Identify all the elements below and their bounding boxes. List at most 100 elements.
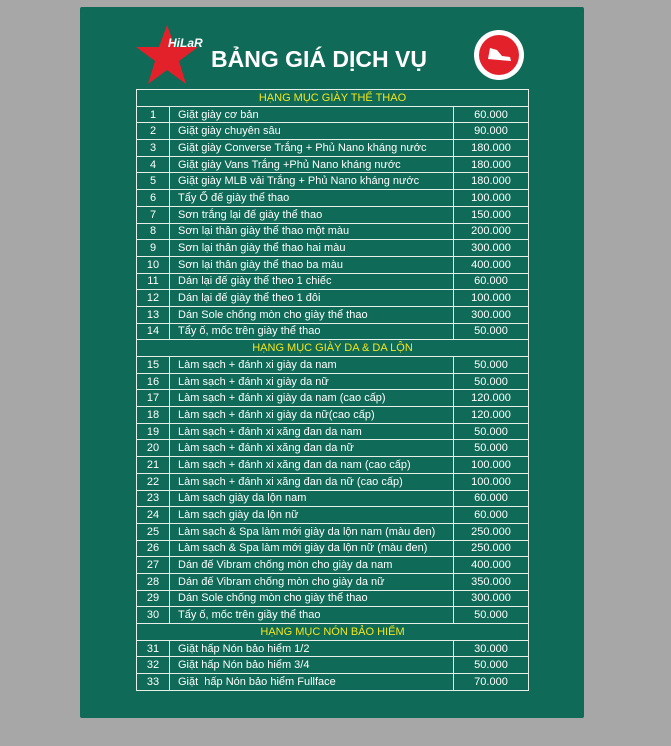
row-number: 17 bbox=[136, 389, 170, 408]
row-number: 5 bbox=[136, 172, 170, 191]
service-price: 100.000 bbox=[453, 189, 529, 207]
service-price: 50.000 bbox=[453, 322, 529, 341]
row-number: 10 bbox=[136, 255, 170, 274]
service-row: 11 Dán lại đế giày thể theo 1 chiếc 60.000 bbox=[136, 272, 529, 291]
row-number: 2 bbox=[136, 122, 170, 141]
row-number: 20 bbox=[136, 439, 170, 458]
logo-text: HiLaR bbox=[168, 36, 203, 50]
service-row: 10 Sơn lại thân giày thể thao ba màu 400.0… bbox=[136, 255, 529, 274]
service-price: 60.000 bbox=[453, 105, 529, 124]
star bbox=[136, 25, 198, 84]
row-number: 13 bbox=[136, 305, 170, 324]
row-number: 33 bbox=[136, 673, 170, 691]
service-row: 3 Giặt giày Converse Trắng + Phủ Nano khá… bbox=[136, 139, 529, 157]
service-name: Giặt giày Vans Trắng +Phủ Nano kháng nướ… bbox=[169, 155, 454, 174]
service-row: 28 Dán đế Vibram chống mòn cho giày da nữ… bbox=[136, 572, 529, 591]
service-name: Làm sạch + đánh xi xăng đan da nam (cao … bbox=[169, 456, 454, 474]
service-row: 22 Làm sạch + đánh xi xăng đan da nữ (cao… bbox=[136, 472, 529, 491]
service-name: Làm sạch giày da lộn nữ bbox=[169, 506, 454, 524]
service-row: 23 Làm sạch giày da lộn nam 60.000 bbox=[136, 489, 529, 508]
service-row: 7 Sơn trắng lại đế giày thể thao 150.000 bbox=[136, 205, 529, 224]
service-price: 180.000 bbox=[453, 139, 529, 157]
service-row: 14 Tẩy ố, mốc trên giày thể thao 50.000 bbox=[136, 322, 529, 341]
service-row: 26 Làm sạch & Spa làm mới giày da lộn nữ … bbox=[136, 539, 529, 558]
service-price: 50.000 bbox=[453, 422, 529, 441]
service-row: 13 Dán Sole chống mòn cho giày thể thao 30… bbox=[136, 305, 529, 324]
row-number: 1 bbox=[136, 105, 170, 124]
row-number: 30 bbox=[136, 606, 170, 624]
row-number: 7 bbox=[136, 205, 170, 224]
service-price: 60.000 bbox=[453, 272, 529, 291]
service-name: Tẩy ố, mốc trên giầy thể thao bbox=[169, 606, 454, 624]
service-row: 25 Làm sạch & Spa làm mới giày da lộn nam… bbox=[136, 522, 529, 541]
service-price: 50.000 bbox=[453, 356, 529, 374]
service-row: 16 Làm sạch + đánh xi giày da nữ 50.000 bbox=[136, 372, 529, 391]
service-name: Giặt hấp Nón bảo hiểm Fullface bbox=[169, 673, 454, 691]
row-number: 18 bbox=[136, 406, 170, 424]
service-name: Làm sạch & Spa làm mới giày da lộn nữ (m… bbox=[169, 539, 454, 558]
service-price: 400.000 bbox=[453, 255, 529, 274]
service-row: 24 Làm sạch giày da lộn nữ 60.000 bbox=[136, 506, 529, 524]
service-row: 20 Làm sạch + đánh xi xăng đan da nữ 50.00… bbox=[136, 439, 529, 458]
service-row: 32 Giặt hấp Nón bảo hiểm 3/4 50.000 bbox=[136, 656, 529, 675]
row-number: 26 bbox=[136, 539, 170, 558]
row-number: 27 bbox=[136, 556, 170, 574]
badge bbox=[474, 30, 524, 80]
service-price: 300.000 bbox=[453, 589, 529, 608]
service-price: 100.000 bbox=[453, 289, 529, 307]
service-row: 15 Làm sạch + đánh xi giày da nam 50.000 bbox=[136, 356, 529, 374]
row-number: 12 bbox=[136, 289, 170, 307]
service-price: 250.000 bbox=[453, 539, 529, 558]
service-name: Dán lại đế giày thể theo 1 chiếc bbox=[169, 272, 454, 291]
section-row: HẠNG MỤC GIÀY THỂ THAO bbox=[136, 89, 529, 107]
service-name: Dán lại đế giày thể theo 1 đôi bbox=[169, 289, 454, 307]
shoe-icon bbox=[488, 48, 511, 61]
service-price: 100.000 bbox=[453, 456, 529, 474]
service-price: 180.000 bbox=[453, 155, 529, 174]
service-price: 50.000 bbox=[453, 656, 529, 675]
service-price: 50.000 bbox=[453, 606, 529, 624]
service-name: Làm sạch giày da lộn nam bbox=[169, 489, 454, 508]
table-body: HẠNG MỤC GIÀY THỂ THAO 1 Giặt giày cơ bản 6… bbox=[136, 89, 529, 691]
row-number: 28 bbox=[136, 572, 170, 591]
service-row: 4 Giặt giày Vans Trắng +Phủ Nano kháng nư… bbox=[136, 155, 529, 174]
service-price: 30.000 bbox=[453, 639, 529, 658]
service-name: Giặt giày MLB vải Trắng + Phủ Nano kháng… bbox=[169, 172, 454, 191]
service-price: 50.000 bbox=[453, 439, 529, 458]
service-price: 60.000 bbox=[453, 506, 529, 524]
service-price: 180.000 bbox=[453, 172, 529, 191]
service-row: 19 Làm sạch + đánh xi xăng đan da nam 50.0… bbox=[136, 422, 529, 441]
service-price: 200.000 bbox=[453, 222, 529, 241]
service-row: 29 Dán Sole chống mòn cho giày thể thao 30… bbox=[136, 589, 529, 608]
service-name: Giặt hấp Nón bảo hiểm 3/4 bbox=[169, 656, 454, 675]
service-name: Dán đế Vibram chống mòn cho giày da nam bbox=[169, 556, 454, 574]
service-row: 8 Sơn lại thân giày thể thao một màu 200.0… bbox=[136, 222, 529, 241]
service-row: 6 Tẩy Ố đế giày thể thao 100.000 bbox=[136, 189, 529, 207]
price-table: HẠNG MỤC GIÀY THỂ THAO 1 Giặt giày cơ bản 6… bbox=[136, 89, 529, 691]
service-price: 70.000 bbox=[453, 673, 529, 691]
service-price: 120.000 bbox=[453, 406, 529, 424]
service-price: 300.000 bbox=[453, 305, 529, 324]
row-number: 31 bbox=[136, 639, 170, 658]
row-number: 25 bbox=[136, 522, 170, 541]
service-name: Giặt giày chuyên sâu bbox=[169, 122, 454, 141]
service-name: Sơn lại thân giày thể thao ba màu bbox=[169, 255, 454, 274]
service-row: 1 Giặt giày cơ bản 60.000 bbox=[136, 105, 529, 124]
row-number: 24 bbox=[136, 506, 170, 524]
service-row: 2 Giặt giày chuyên sâu 90.000 bbox=[136, 122, 529, 141]
service-name: Giặt hấp Nón bảo hiểm 1/2 bbox=[169, 639, 454, 658]
service-name: Làm sạch + đánh xi giày da nam (cao cấp) bbox=[169, 389, 454, 408]
service-name: Sơn trắng lại đế giày thể thao bbox=[169, 205, 454, 224]
service-name: Làm sạch + đánh xi giày da nam bbox=[169, 356, 454, 374]
service-name: Sơn lại thân giày thể thao một màu bbox=[169, 222, 454, 241]
service-price: 400.000 bbox=[453, 556, 529, 574]
service-name: Làm sạch + đánh xi xăng đan da nữ (cao c… bbox=[169, 472, 454, 491]
service-name: Giặt giày cơ bản bbox=[169, 105, 454, 124]
service-name: Giặt giày Converse Trắng + Phủ Nano khán… bbox=[169, 139, 454, 157]
service-price: 90.000 bbox=[453, 122, 529, 141]
service-price: 150.000 bbox=[453, 205, 529, 224]
section-title: HẠNG MỤC GIÀY DA & DA LỘN bbox=[136, 339, 529, 357]
section-title: HẠNG MỤC GIÀY THỂ THAO bbox=[136, 89, 529, 107]
service-name: Dán Sole chống mòn cho giày thể thao bbox=[169, 589, 454, 608]
service-name: Làm sạch + đánh xi xăng đan da nam bbox=[169, 422, 454, 441]
